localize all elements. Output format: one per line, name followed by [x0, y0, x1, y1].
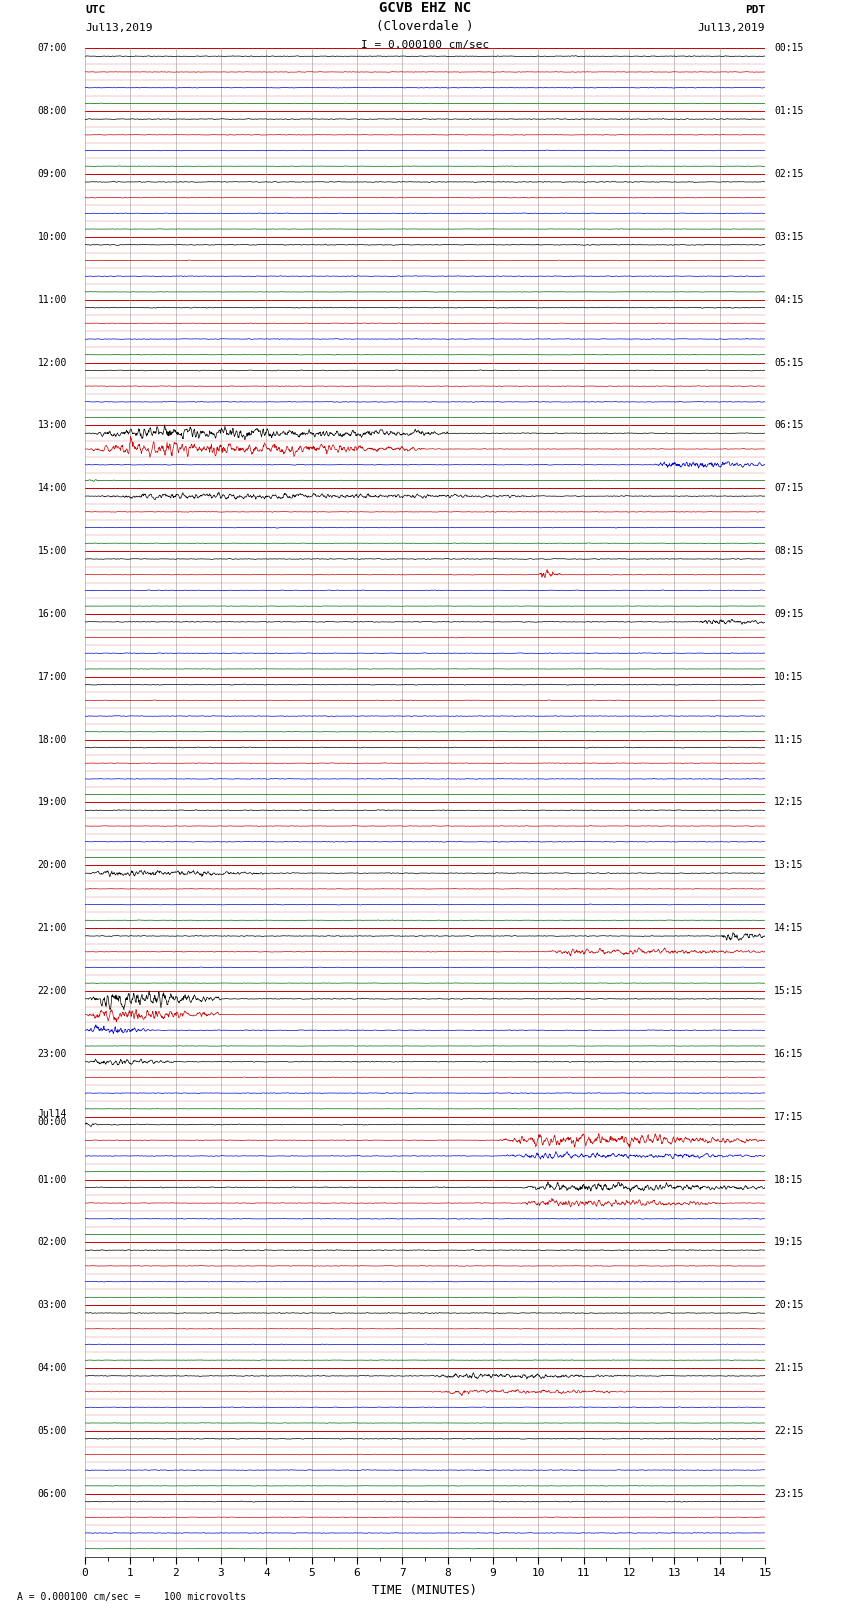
- Text: 13:00: 13:00: [37, 421, 67, 431]
- Text: Jul13,2019: Jul13,2019: [85, 23, 152, 34]
- Text: 02:15: 02:15: [774, 169, 803, 179]
- Text: 04:00: 04:00: [37, 1363, 67, 1373]
- Text: UTC: UTC: [85, 5, 105, 15]
- Text: 18:15: 18:15: [774, 1174, 803, 1184]
- Text: 18:00: 18:00: [37, 734, 67, 745]
- Text: 21:15: 21:15: [774, 1363, 803, 1373]
- Text: 07:15: 07:15: [774, 484, 803, 494]
- Text: 11:15: 11:15: [774, 734, 803, 745]
- Text: 08:15: 08:15: [774, 547, 803, 556]
- Text: 19:00: 19:00: [37, 797, 67, 808]
- Text: 12:00: 12:00: [37, 358, 67, 368]
- Text: Jul13,2019: Jul13,2019: [698, 23, 765, 34]
- Text: 17:00: 17:00: [37, 671, 67, 682]
- Text: Jul14: Jul14: [37, 1110, 67, 1119]
- Text: 09:15: 09:15: [774, 610, 803, 619]
- Text: 14:15: 14:15: [774, 923, 803, 934]
- Text: 16:00: 16:00: [37, 610, 67, 619]
- Text: 13:15: 13:15: [774, 860, 803, 871]
- Text: 16:15: 16:15: [774, 1048, 803, 1058]
- Text: 21:00: 21:00: [37, 923, 67, 934]
- Text: 19:15: 19:15: [774, 1237, 803, 1247]
- Text: 05:00: 05:00: [37, 1426, 67, 1436]
- Text: 12:15: 12:15: [774, 797, 803, 808]
- Text: (Cloverdale ): (Cloverdale ): [377, 21, 473, 34]
- Text: 03:00: 03:00: [37, 1300, 67, 1310]
- Text: 11:00: 11:00: [37, 295, 67, 305]
- Text: 22:00: 22:00: [37, 986, 67, 995]
- Text: 10:15: 10:15: [774, 671, 803, 682]
- Text: 17:15: 17:15: [774, 1111, 803, 1121]
- Text: 22:15: 22:15: [774, 1426, 803, 1436]
- Text: PDT: PDT: [745, 5, 765, 15]
- Text: 07:00: 07:00: [37, 44, 67, 53]
- Text: 03:15: 03:15: [774, 232, 803, 242]
- Text: 10:00: 10:00: [37, 232, 67, 242]
- Text: I = 0.000100 cm/sec: I = 0.000100 cm/sec: [361, 40, 489, 50]
- X-axis label: TIME (MINUTES): TIME (MINUTES): [372, 1584, 478, 1597]
- Text: GCVB EHZ NC: GCVB EHZ NC: [379, 2, 471, 15]
- Text: 14:00: 14:00: [37, 484, 67, 494]
- Text: 04:15: 04:15: [774, 295, 803, 305]
- Text: 23:15: 23:15: [774, 1489, 803, 1498]
- Text: 09:00: 09:00: [37, 169, 67, 179]
- Text: 00:00: 00:00: [37, 1118, 67, 1127]
- Text: 08:00: 08:00: [37, 106, 67, 116]
- Text: 00:15: 00:15: [774, 44, 803, 53]
- Text: 23:00: 23:00: [37, 1048, 67, 1058]
- Text: 20:15: 20:15: [774, 1300, 803, 1310]
- Text: A = 0.000100 cm/sec =    100 microvolts: A = 0.000100 cm/sec = 100 microvolts: [17, 1592, 246, 1602]
- Text: 06:00: 06:00: [37, 1489, 67, 1498]
- Text: 02:00: 02:00: [37, 1237, 67, 1247]
- Text: 05:15: 05:15: [774, 358, 803, 368]
- Text: 01:00: 01:00: [37, 1174, 67, 1184]
- Text: 20:00: 20:00: [37, 860, 67, 871]
- Text: 15:00: 15:00: [37, 547, 67, 556]
- Text: 06:15: 06:15: [774, 421, 803, 431]
- Text: 01:15: 01:15: [774, 106, 803, 116]
- Text: 15:15: 15:15: [774, 986, 803, 995]
